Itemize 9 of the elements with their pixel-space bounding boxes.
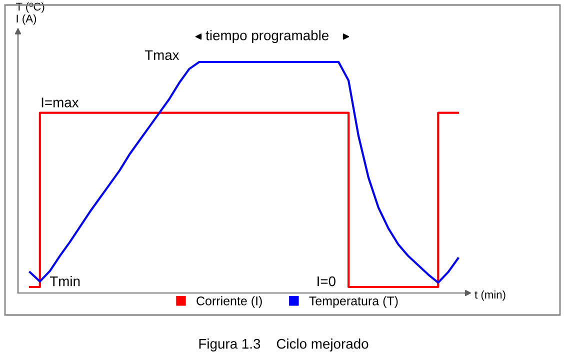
text: Figura 1.3 Ciclo mejorado xyxy=(199,338,368,352)
text: Tmax xyxy=(144,50,180,60)
text: tiempo programable xyxy=(206,30,328,44)
annotation: I=0 xyxy=(318,276,336,286)
legend-label: Corriente (I) xyxy=(196,296,262,308)
annotation: Tmin xyxy=(50,276,80,286)
annotation: I=max xyxy=(42,98,79,108)
legend-label: Temperatura (T) xyxy=(309,296,398,308)
x-axis-title: t (min) xyxy=(474,290,506,301)
